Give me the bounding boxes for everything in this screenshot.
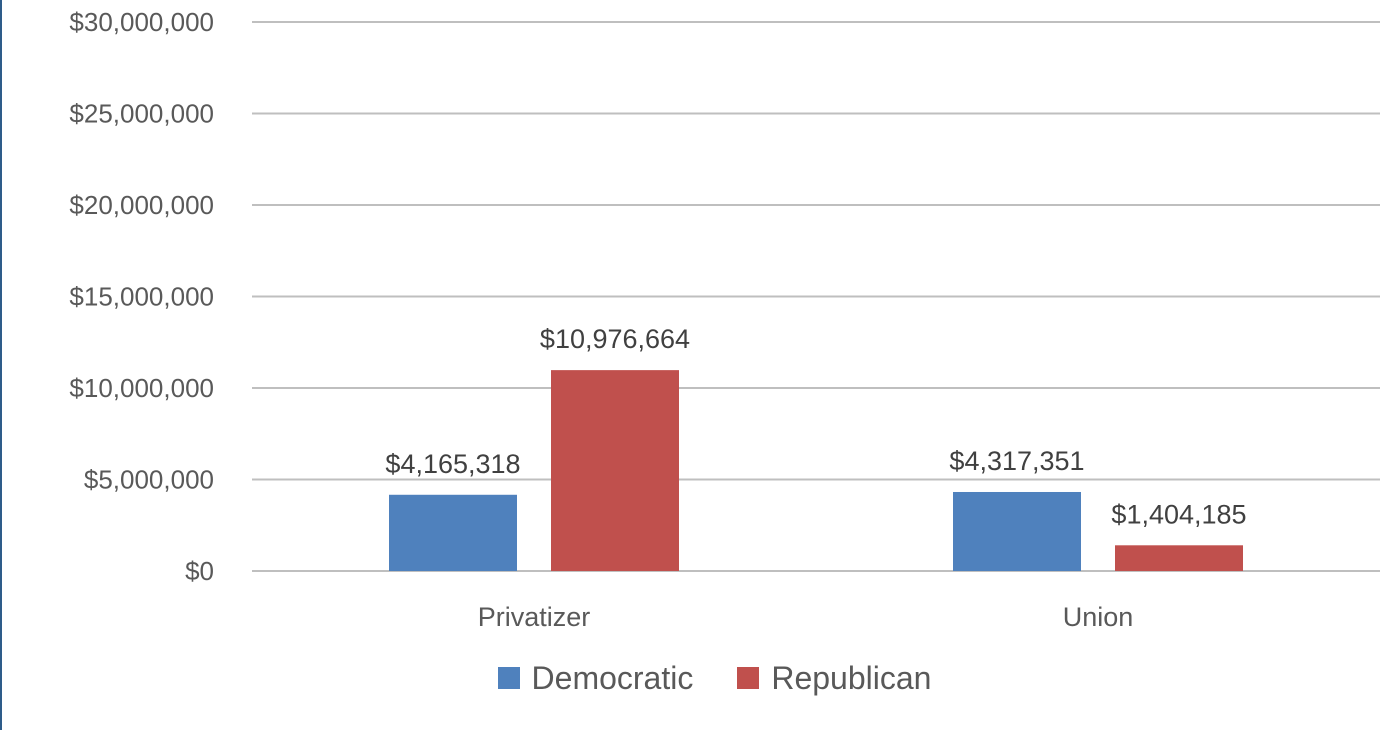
y-tick-label: $20,000,000 <box>69 190 214 220</box>
bar-republican-union <box>1115 545 1243 571</box>
y-tick-label: $0 <box>185 556 214 586</box>
bars <box>389 370 1243 571</box>
legend-label-republican: Republican <box>771 660 932 696</box>
category-label-union: Union <box>1063 602 1134 632</box>
legend-swatch-democratic <box>497 667 520 689</box>
y-tick-label: $25,000,000 <box>69 99 214 129</box>
legend-item-democratic: Democratic <box>497 658 694 698</box>
legend-label-democratic: Democratic <box>531 660 694 696</box>
y-tick-label: $5,000,000 <box>84 465 214 495</box>
legend: Democratic Republican <box>2 658 1387 698</box>
y-tick-label: $10,000,000 <box>69 373 214 403</box>
bar-democratic-privatizer <box>389 494 517 571</box>
legend-item-republican: Republican <box>737 658 931 698</box>
data-label-republican-privatizer: $10,976,664 <box>540 324 690 354</box>
legend-swatch-republican <box>737 667 760 689</box>
gridlines <box>252 21 1380 572</box>
category-labels: Privatizer Union <box>478 602 1134 632</box>
data-label-democratic-privatizer: $4,165,318 <box>385 449 520 479</box>
bar-republican-privatizer <box>551 370 679 571</box>
y-tick-label: $15,000,000 <box>69 282 214 312</box>
data-labels: $4,165,318 $10,976,664 $4,317,351 $1,404,18… <box>385 324 1246 529</box>
bar-chart: $0 $5,000,000 $10,000,000 $15,000,000 $20,00… <box>69 7 1380 632</box>
data-label-republican-union: $1,404,185 <box>1111 499 1246 529</box>
data-label-democratic-union: $4,317,351 <box>949 446 1084 476</box>
y-tick-label: $30,000,000 <box>69 7 214 37</box>
category-label-privatizer: Privatizer <box>478 602 591 632</box>
bar-democratic-union <box>953 491 1081 571</box>
y-axis-tick-labels: $0 $5,000,000 $10,000,000 $15,000,000 $20,00… <box>69 7 214 586</box>
